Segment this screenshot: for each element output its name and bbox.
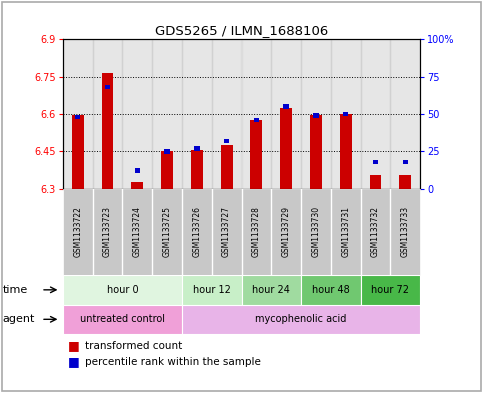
Bar: [251, 120, 262, 189]
Bar: [340, 114, 352, 189]
FancyBboxPatch shape: [331, 189, 361, 275]
FancyBboxPatch shape: [301, 275, 361, 305]
FancyBboxPatch shape: [361, 275, 420, 305]
Bar: [161, 151, 173, 189]
Text: GSM1133728: GSM1133728: [252, 206, 261, 257]
FancyBboxPatch shape: [301, 189, 331, 275]
Bar: [390, 39, 420, 189]
Bar: [242, 39, 271, 189]
Bar: [105, 85, 110, 89]
Text: hour 72: hour 72: [371, 285, 410, 295]
Text: GSM1133733: GSM1133733: [401, 206, 410, 257]
Bar: [399, 175, 412, 189]
FancyBboxPatch shape: [182, 305, 420, 334]
Bar: [191, 150, 203, 189]
Bar: [93, 39, 122, 189]
Text: mycophenolic acid: mycophenolic acid: [256, 314, 347, 324]
Text: GSM1133723: GSM1133723: [103, 206, 112, 257]
Text: hour 24: hour 24: [252, 285, 290, 295]
FancyBboxPatch shape: [242, 275, 301, 305]
Bar: [403, 160, 408, 164]
Bar: [221, 145, 233, 189]
Bar: [310, 115, 322, 189]
Bar: [343, 112, 348, 116]
Bar: [313, 113, 319, 118]
FancyBboxPatch shape: [63, 275, 182, 305]
FancyBboxPatch shape: [182, 189, 212, 275]
Bar: [164, 149, 170, 154]
Text: GSM1133730: GSM1133730: [312, 206, 320, 257]
Text: GSM1133732: GSM1133732: [371, 206, 380, 257]
Bar: [135, 169, 140, 173]
Bar: [131, 182, 143, 189]
Text: GSM1133722: GSM1133722: [73, 206, 82, 257]
Text: percentile rank within the sample: percentile rank within the sample: [85, 356, 260, 367]
Bar: [72, 115, 84, 189]
Bar: [284, 104, 289, 109]
Text: GSM1133725: GSM1133725: [163, 206, 171, 257]
Text: GSM1133731: GSM1133731: [341, 206, 350, 257]
Bar: [373, 160, 378, 164]
Text: GSM1133727: GSM1133727: [222, 206, 231, 257]
Bar: [194, 146, 199, 151]
Text: hour 48: hour 48: [312, 285, 350, 295]
FancyBboxPatch shape: [242, 189, 271, 275]
Bar: [301, 39, 331, 189]
Bar: [101, 73, 114, 189]
Text: agent: agent: [2, 314, 35, 324]
Bar: [254, 118, 259, 122]
Bar: [361, 39, 390, 189]
Bar: [212, 39, 242, 189]
Text: hour 0: hour 0: [107, 285, 138, 295]
FancyBboxPatch shape: [93, 189, 122, 275]
Bar: [369, 175, 382, 189]
Title: GDS5265 / ILMN_1688106: GDS5265 / ILMN_1688106: [155, 24, 328, 37]
Text: time: time: [2, 285, 28, 295]
Text: untreated control: untreated control: [80, 314, 165, 324]
Text: GSM1133726: GSM1133726: [192, 206, 201, 257]
Bar: [122, 39, 152, 189]
FancyBboxPatch shape: [63, 305, 182, 334]
FancyBboxPatch shape: [212, 189, 242, 275]
FancyBboxPatch shape: [122, 189, 152, 275]
Bar: [63, 39, 93, 189]
Text: GSM1133729: GSM1133729: [282, 206, 291, 257]
Text: ■: ■: [68, 355, 79, 368]
FancyBboxPatch shape: [390, 189, 420, 275]
FancyBboxPatch shape: [271, 189, 301, 275]
Bar: [331, 39, 361, 189]
Bar: [152, 39, 182, 189]
Text: GSM1133724: GSM1133724: [133, 206, 142, 257]
Bar: [280, 108, 292, 189]
Bar: [224, 139, 229, 143]
FancyBboxPatch shape: [152, 189, 182, 275]
Bar: [182, 39, 212, 189]
Text: ■: ■: [68, 339, 79, 353]
FancyBboxPatch shape: [63, 189, 93, 275]
FancyBboxPatch shape: [182, 275, 242, 305]
Text: hour 12: hour 12: [193, 285, 231, 295]
Bar: [271, 39, 301, 189]
Bar: [75, 115, 80, 119]
Text: transformed count: transformed count: [85, 341, 182, 351]
FancyBboxPatch shape: [361, 189, 390, 275]
